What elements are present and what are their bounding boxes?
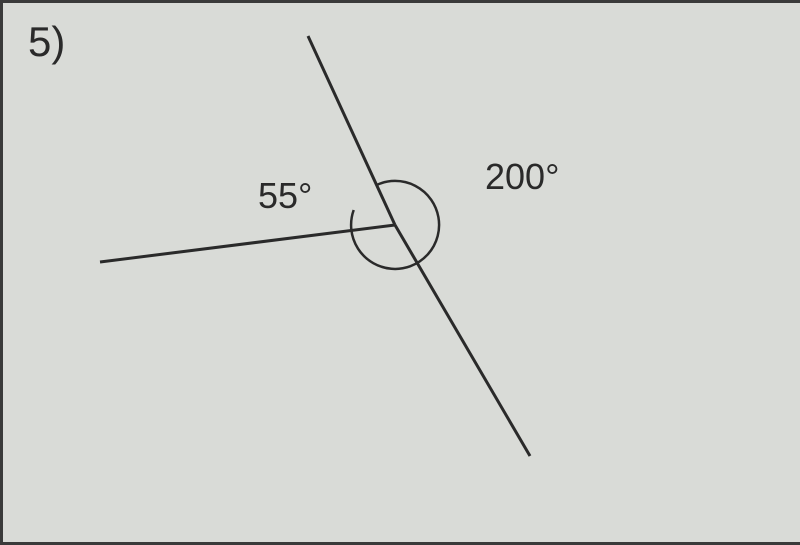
- angle-label-200: 200°: [485, 156, 559, 198]
- ray-lower: [395, 225, 530, 456]
- angle-diagram: [0, 0, 800, 545]
- ray-upper: [308, 36, 395, 225]
- angle-label-55: 55°: [258, 175, 312, 217]
